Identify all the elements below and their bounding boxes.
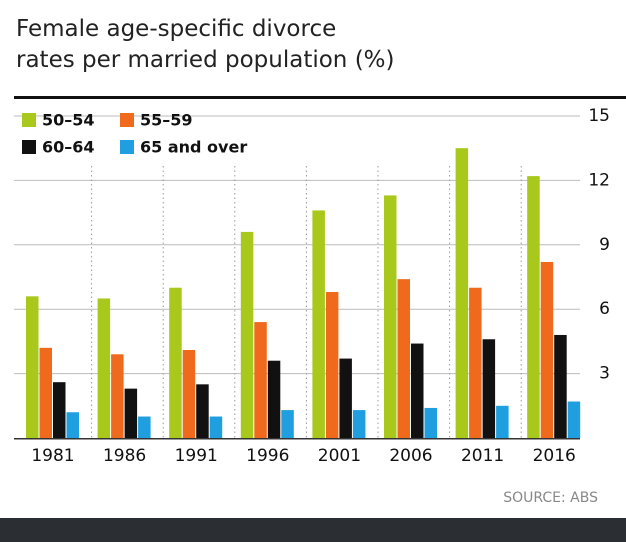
y-tick-label: 12 <box>588 170 610 190</box>
bar <box>384 195 397 438</box>
source: SOURCE: ABS <box>503 490 598 506</box>
bar <box>111 354 124 438</box>
bar <box>352 410 366 438</box>
legend-swatch <box>120 113 134 127</box>
bar <box>397 279 410 438</box>
bar <box>254 322 267 438</box>
legend-swatch <box>120 140 134 154</box>
x-tick-label: 2016 <box>533 446 576 466</box>
bar <box>455 148 469 438</box>
bar <box>97 298 111 438</box>
bar <box>26 296 39 438</box>
bar <box>138 416 151 438</box>
bar <box>281 410 294 438</box>
bar <box>169 287 182 438</box>
bar <box>209 416 223 438</box>
y-tick-label: 9 <box>599 235 610 255</box>
bar <box>182 349 196 438</box>
x-tick-label: 2011 <box>461 446 504 466</box>
baseline <box>14 438 580 440</box>
bar <box>339 358 352 438</box>
bar <box>53 382 66 438</box>
y-tick-label: 6 <box>599 299 610 319</box>
chart-title: Female age-specific divorce rates per ma… <box>16 16 395 73</box>
legend-label: 60–64 <box>42 138 95 157</box>
bar <box>469 287 482 438</box>
legend-label: 55–59 <box>140 111 193 130</box>
bar <box>325 292 339 438</box>
bar <box>39 347 52 438</box>
legend-label: 65 and over <box>140 138 247 157</box>
bar <box>124 388 138 438</box>
bar <box>482 339 496 438</box>
x-tick-label: 1981 <box>31 446 74 466</box>
x-tick-label: 1986 <box>103 446 146 466</box>
bar <box>66 412 79 438</box>
x-tick-label: 2006 <box>389 446 432 466</box>
bar <box>527 176 540 438</box>
x-tick-label: 2001 <box>318 446 361 466</box>
legend-swatch <box>22 113 36 127</box>
bar <box>554 334 567 438</box>
bar <box>496 405 509 438</box>
bar <box>567 401 581 438</box>
x-tick-label: 1996 <box>246 446 289 466</box>
bar <box>196 384 209 438</box>
legend-swatch <box>22 140 36 154</box>
x-tick-label: 1991 <box>175 446 218 466</box>
footer-bar <box>0 518 626 542</box>
bar <box>240 231 254 438</box>
y-tick-label: 15 <box>588 106 610 126</box>
bar <box>312 210 325 438</box>
bar <box>540 261 554 438</box>
legend-label: 50–54 <box>42 111 95 130</box>
bar <box>411 343 424 438</box>
bar <box>267 360 281 438</box>
bar <box>424 407 437 438</box>
y-tick-label: 3 <box>599 364 610 384</box>
header-rule <box>14 96 626 99</box>
